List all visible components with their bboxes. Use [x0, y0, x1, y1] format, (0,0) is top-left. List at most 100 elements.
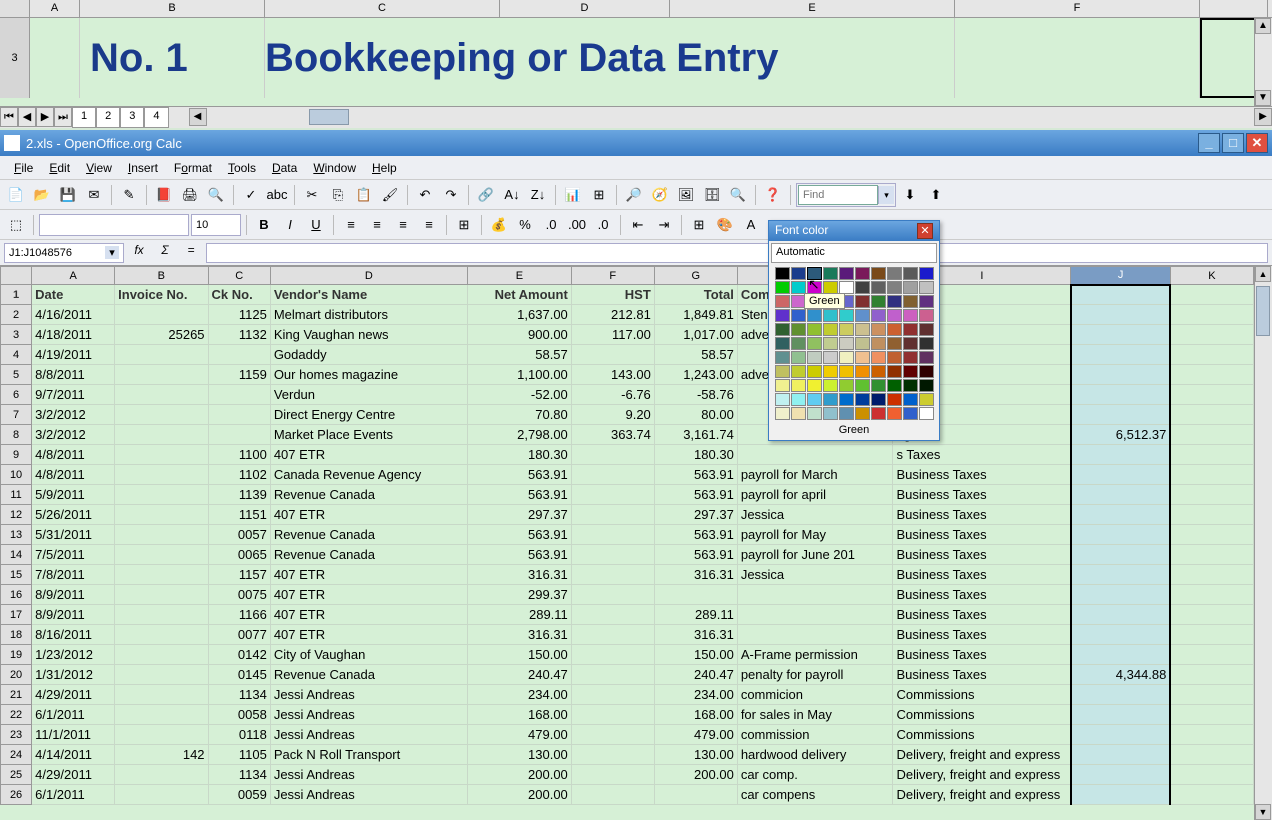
inc-indent-icon[interactable]: ⇥	[652, 213, 676, 237]
cell-A5[interactable]: 8/8/2011	[32, 365, 115, 385]
color-swatch[interactable]	[823, 393, 838, 406]
cell-J26[interactable]	[1071, 785, 1171, 805]
cell-D4[interactable]: Godaddy	[270, 345, 467, 365]
cell-F3[interactable]	[955, 18, 1200, 98]
vscroll-up-icon[interactable]: ▲	[1255, 266, 1271, 282]
cell-E12[interactable]: 297.37	[468, 505, 572, 525]
cell-E13[interactable]: 563.91	[468, 525, 572, 545]
cell-G23[interactable]: 479.00	[654, 725, 737, 745]
cell-C20[interactable]: 0145	[208, 665, 270, 685]
cell-E21[interactable]: 234.00	[468, 685, 572, 705]
row-header-15[interactable]: 15	[1, 565, 32, 585]
currency-icon[interactable]: 💰	[487, 213, 511, 237]
cell-K7[interactable]	[1170, 405, 1253, 425]
cell-C18[interactable]: 0077	[208, 625, 270, 645]
top-col-B[interactable]: B	[80, 0, 265, 17]
cell-D8[interactable]: Market Place Events	[270, 425, 467, 445]
italic-button[interactable]: I	[278, 213, 302, 237]
row-header-24[interactable]: 24	[1, 745, 32, 765]
name-box-dropdown-icon[interactable]: ▾	[105, 246, 119, 259]
cell-J7[interactable]	[1071, 405, 1171, 425]
cell-C16[interactable]: 0075	[208, 585, 270, 605]
autospell-icon[interactable]: abc	[265, 183, 289, 207]
cell-G12[interactable]: 297.37	[654, 505, 737, 525]
cell-E26[interactable]: 200.00	[468, 785, 572, 805]
cell-A23[interactable]: 11/1/2011	[32, 725, 115, 745]
cell-C5[interactable]: 1159	[208, 365, 270, 385]
open-icon[interactable]: 📂	[30, 183, 54, 207]
sheet-tab-2[interactable]: 2	[96, 107, 120, 128]
cell-H16[interactable]	[737, 585, 893, 605]
cell-D12[interactable]: 407 ETR	[270, 505, 467, 525]
cell-E3[interactable]: 900.00	[468, 325, 572, 345]
cell-B3[interactable]: 25265	[115, 325, 208, 345]
color-swatch[interactable]	[791, 323, 806, 336]
cell-F5[interactable]: 143.00	[571, 365, 654, 385]
find-next-icon[interactable]: ⬇	[898, 183, 922, 207]
color-swatch[interactable]	[775, 365, 790, 378]
cell-D14[interactable]: Revenue Canada	[270, 545, 467, 565]
col-header-B[interactable]: B	[115, 267, 208, 285]
cell-F9[interactable]	[571, 445, 654, 465]
row-header-7[interactable]: 7	[1, 405, 32, 425]
cell-B12[interactable]	[115, 505, 208, 525]
cell-F12[interactable]	[571, 505, 654, 525]
cell-I11[interactable]: Business Taxes	[893, 485, 1071, 505]
cell-K8[interactable]	[1170, 425, 1253, 445]
cell-J22[interactable]	[1071, 705, 1171, 725]
align-right-icon[interactable]: ≡	[391, 213, 415, 237]
cell-I25[interactable]: Delivery, freight and express	[893, 765, 1071, 785]
cell-K14[interactable]	[1170, 545, 1253, 565]
header-cell[interactable]: Ck No.	[208, 285, 270, 305]
cell-G19[interactable]: 150.00	[654, 645, 737, 665]
cell-E25[interactable]: 200.00	[468, 765, 572, 785]
cell-E2[interactable]: 1,637.00	[468, 305, 572, 325]
col-header-J[interactable]: J	[1071, 267, 1171, 285]
row-header-21[interactable]: 21	[1, 685, 32, 705]
row-header-16[interactable]: 16	[1, 585, 32, 605]
header-cell[interactable]: Net Amount	[468, 285, 572, 305]
font-name-select[interactable]	[39, 214, 189, 236]
color-swatch[interactable]	[855, 351, 870, 364]
color-swatch[interactable]	[871, 337, 886, 350]
color-swatch[interactable]	[919, 337, 934, 350]
borders-icon[interactable]: ⊞	[687, 213, 711, 237]
cell-G5[interactable]: 1,243.00	[654, 365, 737, 385]
color-swatch[interactable]	[887, 379, 902, 392]
find-input[interactable]	[798, 185, 878, 205]
row-header-3[interactable]: 3	[1, 325, 32, 345]
cell-B17[interactable]	[115, 605, 208, 625]
color-swatch[interactable]	[855, 309, 870, 322]
cell-B9[interactable]	[115, 445, 208, 465]
color-swatch[interactable]	[855, 295, 870, 308]
color-swatch[interactable]	[903, 281, 918, 294]
color-swatch[interactable]	[887, 309, 902, 322]
color-swatch[interactable]	[887, 295, 902, 308]
align-justify-icon[interactable]: ≡	[417, 213, 441, 237]
color-swatch[interactable]	[919, 393, 934, 406]
cell-B10[interactable]	[115, 465, 208, 485]
color-swatch[interactable]	[775, 337, 790, 350]
col-header-K[interactable]: K	[1170, 267, 1253, 285]
color-swatch[interactable]	[823, 365, 838, 378]
col-header-C[interactable]: C	[208, 267, 270, 285]
show-icon[interactable]: ⊞	[587, 183, 611, 207]
color-swatch[interactable]	[791, 337, 806, 350]
main-vscroll[interactable]: ▲ ▼	[1254, 266, 1272, 820]
menu-window[interactable]: Window	[305, 158, 364, 178]
color-swatch[interactable]	[823, 267, 838, 280]
cell-K21[interactable]	[1170, 685, 1253, 705]
cell-A11[interactable]: 5/9/2011	[32, 485, 115, 505]
color-swatch[interactable]	[903, 323, 918, 336]
cell-C15[interactable]: 1157	[208, 565, 270, 585]
cell-A14[interactable]: 7/5/2011	[32, 545, 115, 565]
cell-K17[interactable]	[1170, 605, 1253, 625]
cell-B16[interactable]	[115, 585, 208, 605]
top-col-F[interactable]: F	[955, 0, 1200, 17]
cell-C13[interactable]: 0057	[208, 525, 270, 545]
cell-B15[interactable]	[115, 565, 208, 585]
cell-F2[interactable]: 212.81	[571, 305, 654, 325]
sheet-tab-4[interactable]: 4	[144, 107, 168, 128]
cell-B13[interactable]	[115, 525, 208, 545]
merge-icon[interactable]: ⊞	[452, 213, 476, 237]
